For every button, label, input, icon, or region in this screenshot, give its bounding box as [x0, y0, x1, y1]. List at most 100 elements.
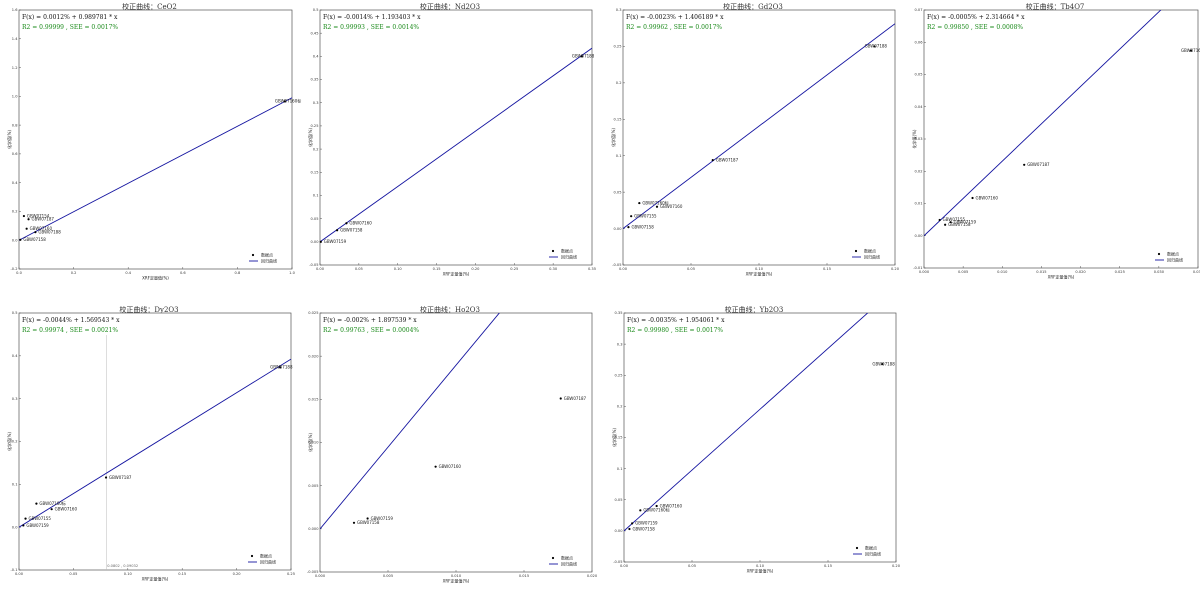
data-point: [19, 238, 22, 241]
x-tick-label: 0.20: [471, 267, 480, 271]
y-tick-label: 0.35: [614, 311, 622, 315]
data-point: [22, 524, 25, 527]
y-tick-label: 0.02: [914, 169, 922, 173]
chart-title: 校正曲线：CeO2: [122, 3, 177, 11]
regression-line-group: [623, 23, 895, 229]
chart-title: 校正曲线：Nd2O3: [419, 3, 481, 11]
regression-stats: R2 = 0.99974 , SEE = 0.0021%: [22, 327, 118, 334]
annotation-label: 0.0802 , 0.09032: [107, 564, 138, 568]
y-tick-label: 0.3: [616, 8, 622, 12]
data-point-label: GBW07158: [340, 228, 363, 233]
data-point: [279, 366, 282, 369]
y-axis-label: 化学值(%): [307, 128, 313, 147]
regression-stats: R2 = 0.99850 , SEE = 0.0008%: [927, 24, 1023, 31]
x-tick-label: 0.010: [997, 270, 1008, 274]
y-tick-label: -0.005: [307, 570, 319, 574]
y-tick-label: 0.00: [614, 529, 623, 533]
x-tick-label: 0.020: [587, 574, 598, 578]
plot-frame: [319, 9, 593, 266]
x-tick-label: 0.0: [16, 271, 22, 275]
x-tick-label: 0.10: [394, 267, 403, 271]
legend-line-label: 回归曲线: [1167, 256, 1183, 262]
y-tick-label: 0.005: [308, 484, 318, 488]
regression-stats: R2 = 0.99993 , SEE = 0.0014%: [323, 24, 419, 31]
legend-point-marker: [854, 249, 858, 253]
y-tick-label: 0.3: [12, 397, 18, 401]
legend-line-label: 回归曲线: [865, 550, 881, 556]
y-tick-label: 0.45: [310, 31, 318, 35]
data-point: [949, 221, 952, 224]
legend-points-label: 数据点: [561, 247, 573, 253]
y-tick-label: 0.020: [308, 354, 319, 358]
legend-points-label: 数据点: [1167, 250, 1179, 256]
legend-point-marker: [251, 253, 255, 257]
regression-stats: R2 = 0.99980 , SEE = 0.0017%: [627, 327, 723, 334]
data-point: [1189, 49, 1193, 52]
x-tick-label: 0.20: [233, 572, 242, 576]
y-tick-label: 0.0: [12, 238, 18, 242]
x-axis-label: XRF定量值(%): [142, 576, 169, 582]
calibration-chart-panel: 校正曲线：Ho2O3 -0.005 0.000 0.005 0.010 0.015 0.02…: [306, 303, 598, 587]
y-tick-label: 0.35: [310, 78, 318, 82]
x-tick-label: 0.15: [824, 564, 832, 568]
x-tick-label: 0.20: [891, 267, 900, 271]
y-tick-label: 0.8: [12, 123, 18, 127]
calibration-chart-panel: 校正曲线：Yb2O3 -0.05 0.00 0.05 0.1 0.15 0.2 0.25 0.3…: [610, 303, 901, 577]
chart-svg: -0.20.00.20.40.60.81.01.21.41.60.0 0.2 0.4…: [6, 8, 301, 281]
y-tick-label: -0.05: [613, 560, 622, 564]
y-tick-label: 0.15: [310, 170, 318, 174]
data-point: [25, 227, 28, 230]
y-tick-label: 0.3: [313, 101, 319, 105]
x-tick-label: 0.00: [15, 572, 24, 576]
regression-formula: F(x) = -0.0023% + 1.406189 * x: [626, 14, 724, 21]
data-point: [27, 218, 30, 221]
y-tick-label: 0.015: [308, 398, 318, 402]
x-tick-label: 0.30: [549, 267, 558, 271]
chart-title: 校正曲线：Ho2O3: [420, 306, 480, 314]
y-tick-label: 0.2: [616, 81, 622, 85]
data-point: [655, 504, 658, 508]
data-point: [319, 240, 322, 243]
y-tick-label: 0.4: [313, 55, 319, 59]
calibration-chart-panel: 校正曲线：Dy2O3 -0.1 0.0 0.1 0.2 0.3 0.4 0.5 0.00 0.05…: [5, 303, 295, 585]
data-point-label: GBW07188: [572, 54, 595, 59]
plot-frame: [18, 312, 292, 571]
x-axis-label: XRF定量值(%): [443, 271, 470, 277]
x-axis-label: XRF定量值(%): [142, 275, 169, 281]
x-tick-label: 0.025: [1115, 270, 1125, 274]
y-tick-label: 0.1: [617, 467, 623, 471]
x-tick-label: 0.10: [755, 267, 764, 271]
data-point: [944, 223, 947, 226]
x-tick-label: 0.05: [688, 564, 696, 568]
data-point-label: GBW07160标: [642, 199, 668, 205]
data-point-label: GBW07187: [32, 217, 55, 222]
legend-line-label: 回归曲线: [561, 253, 577, 259]
y-tick-label: 0.00: [914, 234, 923, 238]
regression-formula: F(x) = 0.0012% + 0.989781 * x: [22, 14, 118, 21]
data-point: [434, 465, 437, 468]
data-point-label: GBW07160: [660, 503, 683, 508]
data-point-label: GBW07160: [439, 464, 462, 469]
data-point-label: GBW07187: [1027, 162, 1050, 167]
x-axis-label: XRF定量值(%): [747, 568, 774, 574]
data-point-label: GBW07160标: [1181, 47, 1200, 53]
chart-title: 校正曲线：Tb4O7: [1025, 3, 1085, 11]
y-tick-label: 0.6: [12, 152, 18, 156]
data-point: [630, 215, 633, 218]
legend-line-label: 回归曲线: [864, 253, 880, 259]
y-tick-label: 0.05: [614, 498, 622, 502]
y-tick-label: 0.2: [12, 440, 18, 444]
data-point-label: GBW07160: [30, 226, 53, 231]
plot-frame: [18, 9, 293, 270]
data-point: [35, 502, 38, 505]
y-axis-label: 化学值(%): [307, 433, 313, 452]
y-tick-label: 0.010: [308, 441, 319, 445]
regression-line: [320, 313, 500, 530]
x-tick-label: 0.35: [588, 267, 596, 271]
y-tick-label: 0.25: [613, 45, 621, 49]
y-tick-label: -0.05: [612, 263, 621, 267]
y-tick-label: -0.01: [913, 266, 922, 270]
y-axis-label: 化学值(%): [611, 428, 617, 447]
x-tick-label: 0.015: [1036, 270, 1046, 274]
data-point: [627, 226, 630, 229]
